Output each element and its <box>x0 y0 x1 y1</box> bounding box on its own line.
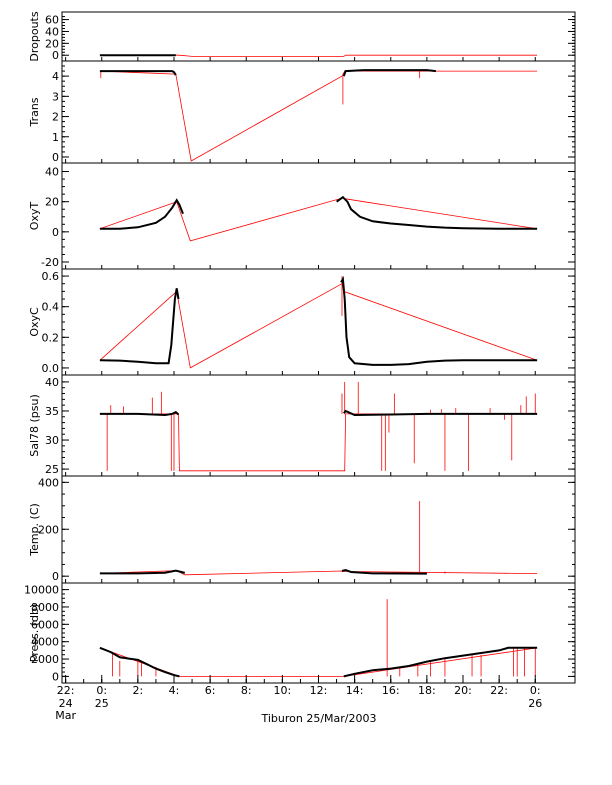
y-tick-label: 40 <box>45 166 59 179</box>
y-tick-label: 0.4 <box>42 301 60 314</box>
panel-6: 0 200 400 Temp. (C) <box>28 475 576 584</box>
x-tick-label: 0: <box>96 684 107 697</box>
black-data-series <box>343 409 538 417</box>
y-tick-label: 400 <box>38 476 59 489</box>
y-axis-title: Press. (db) <box>28 604 41 663</box>
panel-5: 25 30 35 40 Sal78 (psu) <box>28 374 576 477</box>
panel-frame <box>61 582 576 684</box>
y-tick-label: 0 <box>52 226 59 239</box>
x-tick-sublabel: 24 <box>59 697 73 710</box>
panel-2: 0 1 2 3 4 Trans <box>28 60 576 164</box>
black-data-series <box>99 198 184 230</box>
panel-frame <box>61 268 576 376</box>
black-data-series <box>99 70 177 76</box>
y-axis-title: Temp. (C) <box>28 503 41 557</box>
panel-frame <box>61 475 576 584</box>
y-tick-label: 3 <box>52 90 59 103</box>
y-tick-label: 35 <box>45 405 59 418</box>
y-tick-label: 2 <box>52 111 59 124</box>
red-interpolated-series <box>99 413 538 472</box>
y-tick-label: 10000 <box>24 584 59 597</box>
black-data-series <box>343 646 538 678</box>
x-tick-label: 16: <box>382 684 400 697</box>
y-tick-label: 4000 <box>31 636 59 649</box>
x-tick-sublabel: 26 <box>528 697 542 710</box>
y-tick-label: 0.0 <box>42 362 60 375</box>
red-interpolated-series <box>99 197 538 242</box>
red-interpolated-series <box>99 570 538 576</box>
y-axis-title: Trans <box>28 97 41 127</box>
x-tick-label: 4: <box>169 684 180 697</box>
red-interpolated-series <box>99 70 538 162</box>
black-data-series <box>336 195 538 230</box>
y-tick-label: -20 <box>41 256 59 269</box>
x-tick-label: 22: <box>490 684 508 697</box>
black-data-series <box>99 288 180 365</box>
panel-4: 0.0 0.2 0.4 0.6 OxyC <box>28 268 576 376</box>
x-tick-label: 14: <box>346 684 364 697</box>
panel-7: 0 2000 4000 6000 8000 10000 Press. (db) <box>24 582 576 684</box>
x-tick-label: 20: <box>454 684 472 697</box>
y-tick-label: 1 <box>52 131 59 144</box>
x-tick-label: 2: <box>133 684 144 697</box>
y-tick-label: 0 <box>52 49 59 62</box>
black-data-series <box>341 569 427 575</box>
panel-frame <box>61 162 576 270</box>
y-tick-label: 0 <box>52 570 59 583</box>
y-tick-label: 2000 <box>31 653 59 666</box>
black-data-series <box>99 569 186 575</box>
x-tick-label: 6: <box>205 684 216 697</box>
panel-frame <box>61 11 576 62</box>
y-tick-label: 20 <box>45 196 59 209</box>
panel-frame <box>61 374 576 477</box>
y-axis-title: Sal78 (psu) <box>28 394 41 457</box>
y-tick-label: 40 <box>45 25 59 38</box>
y-axis-title: Dropouts <box>28 11 41 61</box>
y-tick-label: 0 <box>52 151 59 164</box>
black-data-series <box>99 646 180 678</box>
y-tick-label: 60 <box>45 14 59 27</box>
y-tick-label: 8000 <box>31 601 59 614</box>
y-axis-title: OxyC <box>28 307 41 337</box>
chart-panels: 0204060Dropouts01234Trans-2002040OxyT0.0… <box>24 11 576 684</box>
x-tick-sublabel: Mar <box>55 709 76 722</box>
y-tick-label: 4 <box>52 70 59 83</box>
y-tick-label: 30 <box>45 434 59 447</box>
y-tick-label: 40 <box>45 376 59 389</box>
red-interpolated-series <box>99 283 538 369</box>
black-data-series <box>99 410 180 417</box>
y-tick-label: 0 <box>52 670 59 683</box>
y-tick-label: 200 <box>38 523 59 536</box>
panel-3: -20 0 20 40 OxyT <box>28 162 576 270</box>
x-tick-sublabel: 25 <box>95 697 109 710</box>
y-tick-label: 0.6 <box>42 270 60 283</box>
x-tick-label: 18: <box>418 684 436 697</box>
x-tick-label: 0: <box>530 684 541 697</box>
y-tick-label: 20 <box>45 37 59 50</box>
y-tick-label: 6000 <box>31 618 59 631</box>
red-interpolated-series <box>99 647 538 677</box>
x-tick-label: 8: <box>241 684 252 697</box>
black-data-series <box>342 69 437 77</box>
x-axis-title: Tiburon 25/Mar/2003 <box>260 712 376 725</box>
black-data-series <box>340 275 538 366</box>
y-tick-label: 0.2 <box>42 331 60 344</box>
y-axis-title: OxyT <box>28 202 41 231</box>
x-tick-label: 22: <box>57 684 75 697</box>
x-tick-label: 12: <box>310 684 328 697</box>
y-tick-label: 25 <box>45 463 59 476</box>
x-tick-label: 10: <box>274 684 292 697</box>
panel-frame <box>61 60 576 164</box>
